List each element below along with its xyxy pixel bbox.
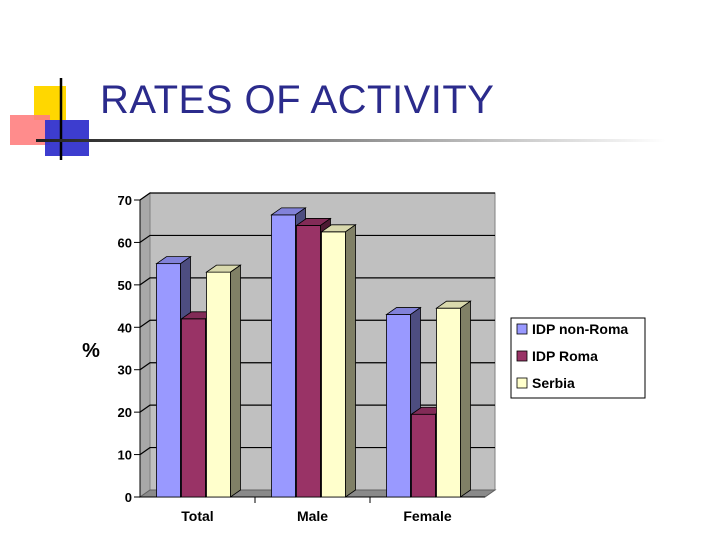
x-tick-label: Total [181, 508, 213, 524]
bar-front [386, 314, 411, 498]
y-tick-label: 70 [118, 193, 132, 208]
legend-label: IDP Roma [532, 348, 598, 364]
gridline [139, 192, 495, 201]
legend-label: IDP non-Roma [532, 321, 628, 337]
bar-front [181, 318, 206, 498]
bar-front [436, 307, 461, 498]
legend-swatch [516, 377, 528, 389]
gridline [139, 362, 495, 371]
logo-blue-square [45, 120, 89, 156]
y-tick-label: 20 [118, 405, 132, 420]
bar-serbia-female [435, 300, 472, 498]
legend-swatch [516, 350, 528, 362]
bar-side [345, 224, 356, 498]
gridline [139, 277, 495, 286]
bar-serbia-total [205, 264, 242, 498]
bar-serbia-male [320, 224, 357, 498]
gridline [139, 234, 495, 243]
legend-box [510, 317, 646, 399]
legend-label: Serbia [532, 375, 575, 391]
bar-front [271, 214, 296, 498]
plot-area: 0 10 20 30 40 50 60 70 Total Male Female [118, 192, 497, 524]
title-underline [36, 139, 666, 142]
x-tick-label: Female [403, 508, 451, 524]
y-tick-label: 0 [125, 490, 132, 505]
legend-swatch [516, 323, 528, 335]
bar-front [206, 271, 231, 498]
bar-side [460, 300, 471, 498]
legend: IDP non-Roma IDP Roma Serbia [510, 317, 646, 399]
x-tick-label: Male [297, 508, 328, 524]
bar-side [230, 264, 241, 498]
gridline [139, 446, 495, 456]
y-tick-label: 10 [118, 448, 132, 463]
y-axis-label: % [82, 340, 100, 362]
slide-title: RATES OF ACTIVITY [100, 78, 495, 122]
y-tick-label: 60 [118, 235, 132, 250]
y-tick-label: 50 [118, 278, 132, 293]
gridline [139, 404, 495, 413]
y-tick-label: 30 [118, 363, 132, 378]
bar-front [321, 231, 346, 498]
gridline [139, 319, 495, 328]
bar-front [296, 225, 321, 498]
y-tick-label: 40 [118, 320, 132, 335]
bar-front [156, 263, 181, 498]
bar-front [411, 413, 436, 498]
